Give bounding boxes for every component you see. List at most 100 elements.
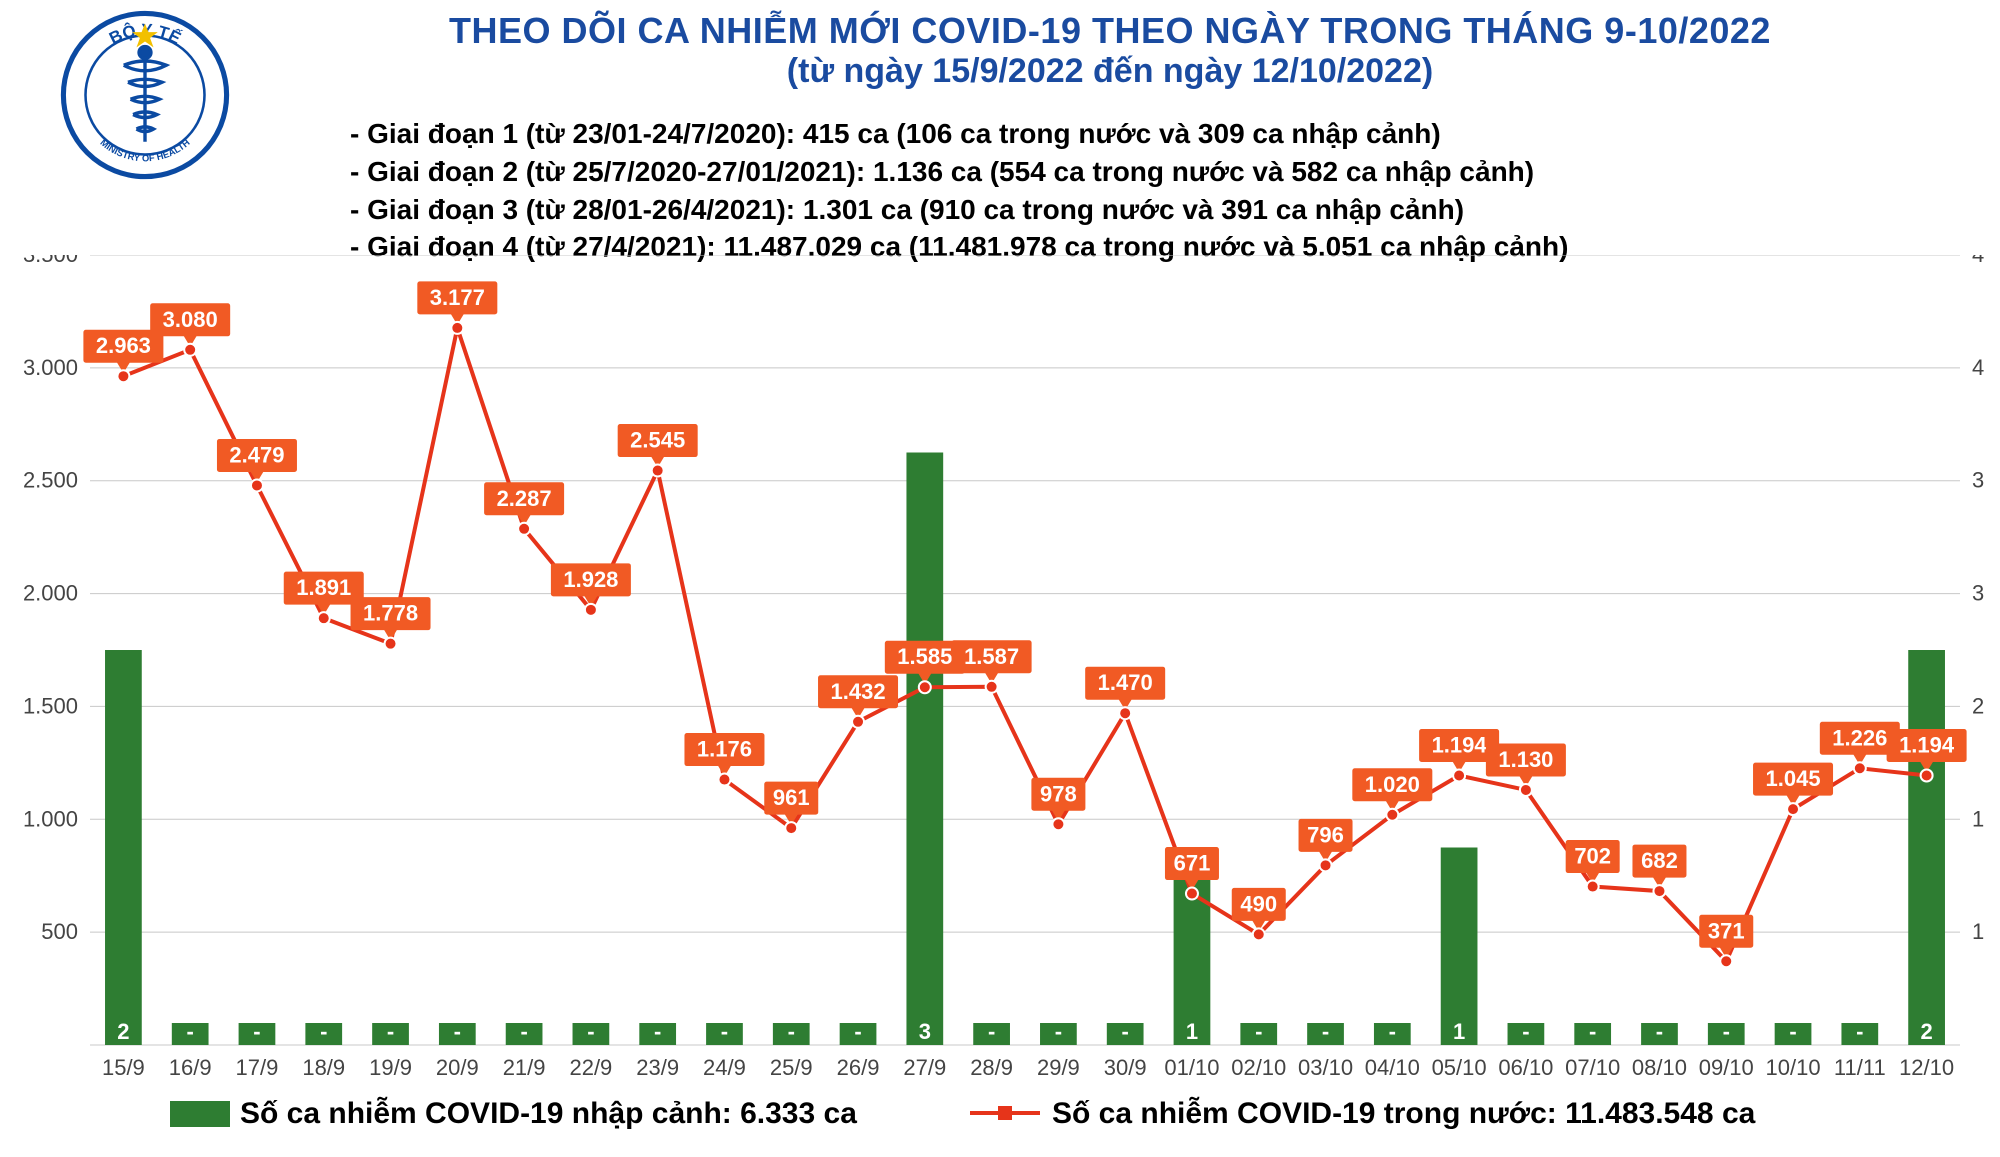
bar-value-label: 1 — [1453, 1019, 1465, 1044]
line-value-label: 961 — [773, 785, 810, 810]
line-value-label: 1.432 — [831, 679, 886, 704]
bar-value-label: - — [1389, 1019, 1396, 1044]
x-tick-label: 20/9 — [436, 1055, 479, 1080]
y-left-tick-label: 500 — [41, 919, 78, 944]
x-tick-label: 17/9 — [236, 1055, 279, 1080]
x-tick-label: 26/9 — [837, 1055, 880, 1080]
x-tick-label: 03/10 — [1298, 1055, 1353, 1080]
line-marker — [1587, 881, 1599, 893]
bar-value-label: - — [387, 1019, 394, 1044]
line-value-label: 796 — [1307, 822, 1344, 847]
bar-value-label: 1 — [1186, 1019, 1198, 1044]
covid-cases-chart: 50011.00011.50022.00032.50033.00043.5004… — [0, 255, 2000, 1152]
note-period-2: - Giai đoạn 2 (từ 25/7/2020-27/01/2021):… — [350, 153, 1568, 191]
bar-value-label: 2 — [1920, 1019, 1932, 1044]
line-value-label: 1.176 — [697, 737, 752, 762]
y-left-tick-label: 2.500 — [23, 468, 78, 493]
bar-value-label: - — [1723, 1019, 1730, 1044]
y-left-tick-label: 1.000 — [23, 806, 78, 831]
x-tick-label: 18/9 — [302, 1055, 345, 1080]
bar-value-label: - — [1122, 1019, 1129, 1044]
y-right-tick-label: 4 — [1972, 255, 1984, 267]
x-tick-label: 21/9 — [503, 1055, 546, 1080]
x-tick-label: 02/10 — [1231, 1055, 1286, 1080]
line-value-label: 3.177 — [430, 285, 485, 310]
line-value-label: 1.194 — [1899, 732, 1955, 757]
line-value-label: 978 — [1040, 781, 1077, 806]
legend-line-marker — [998, 1106, 1012, 1120]
bar-value-label: - — [988, 1019, 995, 1044]
chart-title-line1: THEO DÕI CA NHIỄM MỚI COVID-19 THEO NGÀY… — [260, 10, 1960, 52]
bar-value-label: - — [1656, 1019, 1663, 1044]
x-tick-label: 23/9 — [636, 1055, 679, 1080]
bar-value-label: - — [654, 1019, 661, 1044]
bar-value-label: - — [587, 1019, 594, 1044]
x-tick-label: 16/9 — [169, 1055, 212, 1080]
line-marker — [318, 612, 330, 624]
note-period-3: - Giai đoạn 3 (từ 28/01-26/4/2021): 1.30… — [350, 191, 1568, 229]
moh-logo: BỘ Y TẾ MINISTRY OF HEALTH — [60, 10, 230, 180]
line-marker — [1720, 955, 1732, 967]
line-value-label: 1.891 — [296, 575, 351, 600]
chart-title-line2: (từ ngày 15/9/2022 đến ngày 12/10/2022) — [260, 52, 1960, 91]
bar-value-label: - — [1255, 1019, 1262, 1044]
line-marker — [518, 523, 530, 535]
x-tick-label: 15/9 — [102, 1055, 145, 1080]
x-tick-label: 30/9 — [1104, 1055, 1147, 1080]
line-value-label: 1.585 — [897, 644, 952, 669]
line-marker — [1520, 784, 1532, 796]
line-value-label: 2.963 — [96, 333, 151, 358]
bar-value-label: - — [788, 1019, 795, 1044]
line-value-label: 1.470 — [1098, 670, 1153, 695]
line-marker — [718, 774, 730, 786]
bar-value-label: - — [253, 1019, 260, 1044]
line-marker — [1320, 859, 1332, 871]
line-marker — [919, 681, 931, 693]
line-marker — [251, 479, 263, 491]
x-tick-label: 29/9 — [1037, 1055, 1080, 1080]
legend-bar-label: Số ca nhiễm COVID-19 nhập cảnh: 6.333 ca — [240, 1096, 857, 1130]
line-marker — [1653, 885, 1665, 897]
line-value-label: 1.020 — [1365, 772, 1420, 797]
line-value-label: 1.226 — [1832, 725, 1887, 750]
line-value-label: 2.545 — [630, 428, 685, 453]
line-value-label: 1.587 — [964, 644, 1019, 669]
legend-line-label: Số ca nhiễm COVID-19 trong nước: 11.483.… — [1052, 1096, 1756, 1130]
bar-value-label: - — [1589, 1019, 1596, 1044]
bar-value-label: - — [454, 1019, 461, 1044]
line-marker — [1186, 888, 1198, 900]
x-tick-label: 28/9 — [970, 1055, 1013, 1080]
line-value-label: 1.778 — [363, 601, 418, 626]
line-marker — [1052, 818, 1064, 830]
period-notes: - Giai đoạn 1 (từ 23/01-24/7/2020): 415 … — [350, 115, 1568, 266]
line-value-label: 1.045 — [1766, 766, 1821, 791]
y-right-tick-label: 3 — [1972, 581, 1984, 606]
line-marker — [652, 465, 664, 477]
x-tick-label: 04/10 — [1365, 1055, 1420, 1080]
y-left-tick-label: 3.500 — [23, 255, 78, 267]
line-value-label: 1.928 — [563, 567, 618, 592]
line-marker — [785, 822, 797, 834]
x-tick-label: 27/9 — [903, 1055, 946, 1080]
line-marker — [385, 638, 397, 650]
x-tick-label: 06/10 — [1498, 1055, 1553, 1080]
x-tick-label: 12/10 — [1899, 1055, 1954, 1080]
bar-value-label: - — [1055, 1019, 1062, 1044]
bar-value-label: 2 — [117, 1019, 129, 1044]
line-value-label: 2.287 — [497, 486, 552, 511]
line-value-label: 702 — [1574, 844, 1611, 869]
line-value-label: 2.479 — [229, 442, 284, 467]
x-tick-label: 05/10 — [1432, 1055, 1487, 1080]
line-marker — [1253, 928, 1265, 940]
chart-title-block: THEO DÕI CA NHIỄM MỚI COVID-19 THEO NGÀY… — [260, 10, 1960, 91]
line-marker — [1921, 769, 1933, 781]
line-value-label: 682 — [1641, 848, 1678, 873]
bar — [1441, 848, 1478, 1046]
y-right-tick-label: 4 — [1972, 355, 1984, 380]
y-left-tick-label: 3.000 — [23, 355, 78, 380]
line-value-label: 371 — [1708, 918, 1745, 943]
x-tick-label: 08/10 — [1632, 1055, 1687, 1080]
line-marker — [184, 344, 196, 356]
x-tick-label: 10/10 — [1766, 1055, 1821, 1080]
y-left-tick-label: 1.500 — [23, 693, 78, 718]
